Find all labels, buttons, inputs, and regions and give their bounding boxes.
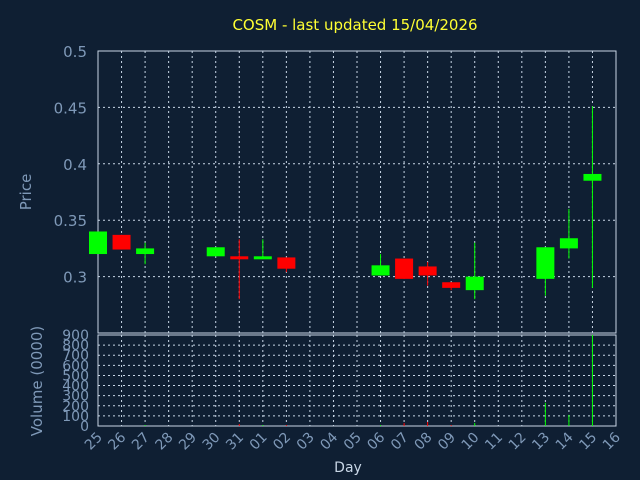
candle-body [395, 258, 414, 279]
price-tick-label: 0.4 [63, 156, 87, 174]
chart-title: COSM - last updated 15/04/2026 [232, 16, 477, 34]
price-tick-label: 0.5 [63, 43, 87, 61]
candle-body [136, 248, 155, 255]
volume-tick-label: 400 [62, 379, 89, 395]
candle-body [253, 256, 272, 260]
volume-tick-label: 900 [62, 328, 89, 344]
candle-body [277, 257, 296, 269]
candle-body [583, 173, 602, 181]
volume-tick-label: 800 [62, 338, 89, 354]
candle-body [559, 238, 578, 249]
volume-tick-label: 200 [62, 399, 89, 415]
price-tick-label: 0.3 [63, 269, 87, 287]
price-axis-label: Price [17, 174, 35, 211]
candle-body [206, 247, 225, 257]
candle-body [230, 256, 249, 260]
price-tick-label: 0.45 [54, 99, 87, 117]
price-tick-label: 0.35 [54, 212, 87, 230]
price-panel-frame [97, 50, 617, 334]
volume-tick-label: 600 [62, 358, 89, 374]
volume-tick-label: 100 [62, 409, 89, 425]
candle-body [371, 265, 390, 276]
x-tick-labels: 25 26 27 28 29 30 31 01 02 03 04 05 06 07 08 09 10 11 12 13… [82, 429, 624, 453]
candle-body [112, 234, 131, 250]
x-axis-label: Day [334, 460, 362, 476]
candle-body [465, 276, 484, 291]
volume-panel-frame [97, 334, 617, 427]
volume-tick-label: 500 [62, 368, 89, 384]
volume-tick-label: 700 [62, 348, 89, 364]
volume-grid [98, 334, 616, 427]
volume-bars [144, 335, 593, 426]
volume-tick-label: 300 [62, 389, 89, 405]
volume-tick-label: 0 [80, 419, 89, 435]
candle-body [89, 231, 107, 255]
price-tick-labels: 0.5 0.45 0.4 0.35 0.3 [54, 43, 87, 287]
candle-body [418, 266, 437, 276]
volume-axis-label: Volume (0000) [28, 326, 46, 436]
candle-body [536, 247, 555, 279]
candle-body [442, 282, 461, 288]
candles [89, 106, 602, 300]
